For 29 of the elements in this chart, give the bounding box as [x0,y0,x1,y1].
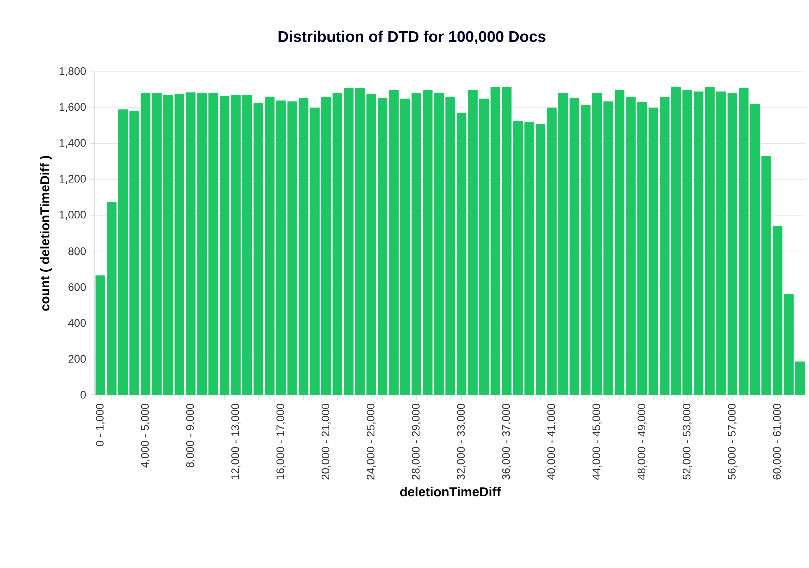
x-tick-label: 8,000 - 9,000 [186,404,196,468]
y-tick-label: 200 [68,355,86,363]
x-tick-label: 20,000 - 21,000 [322,404,331,480]
y-tick-label: 1,600 [60,103,86,112]
y-tick-label: 1,400 [60,139,86,148]
x-tick-label: 60,000 - 61,000 [773,404,782,480]
x-tick-label: 0 - 1,000 [96,404,106,446]
x-tick-label: 56,000 - 57,000 [728,404,738,480]
y-tick-label: 800 [68,248,86,256]
y-tick-label: 0 [80,391,86,399]
y-tick-label: 1,800 [60,67,86,77]
y-tick-label: 400 [68,319,86,328]
x-tick-label: 4,000 - 5,000 [141,404,150,468]
x-tick-label: 16,000 - 17,000 [276,404,286,480]
y-axis-title: count ( deletionTimeDiff ) [40,156,52,311]
x-tick-label: 48,000 - 49,000 [638,404,647,480]
y-tick-label: 1,000 [60,211,86,220]
y-tick-label: 600 [68,283,86,292]
x-tick-label: 12,000 - 13,000 [232,404,241,480]
x-tick-label: 32,000 - 33,000 [457,404,466,480]
x-tick-label: 40,000 - 41,000 [548,404,557,480]
x-axis-title: deletionTimeDiff [400,487,502,497]
chart-title: Distribution of DTD for 100,000 Docs [278,30,546,44]
y-tick-label: 1,200 [60,175,86,184]
x-tick-label: 36,000 - 37,000 [502,404,512,480]
x-tick-label: 52,000 - 53,000 [682,404,692,480]
x-tick-label: 24,000 - 25,000 [366,404,376,480]
x-tick-label: 44,000 - 45,000 [592,404,602,480]
x-tick-label: 28,000 - 29,000 [412,404,422,480]
